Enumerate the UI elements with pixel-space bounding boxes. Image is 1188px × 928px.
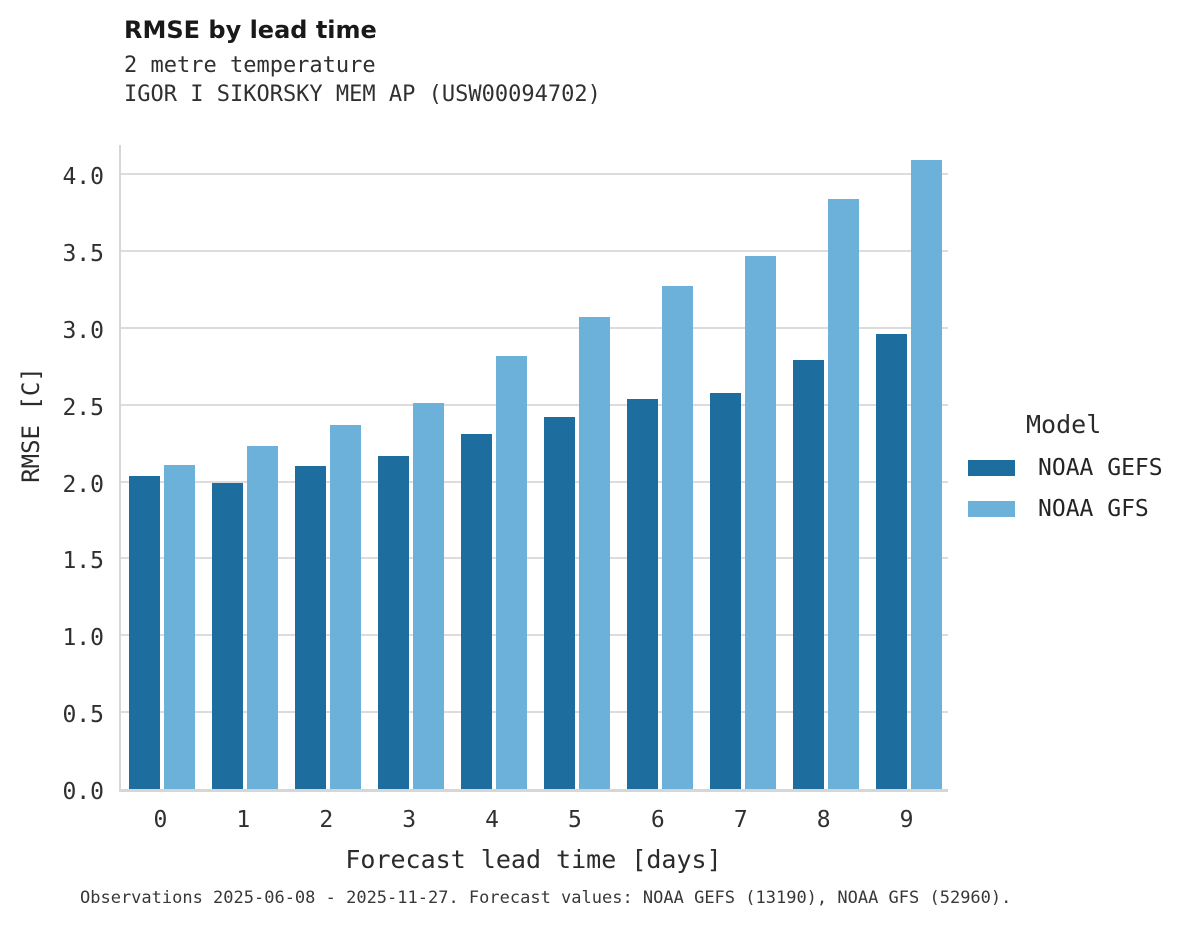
y-tick-label-0.0: 0.0	[62, 779, 104, 805]
bar-noaa-gfs-lead-9	[910, 160, 942, 789]
gridline-y-4.0	[121, 173, 948, 176]
bar-noaa-gfs-lead-3	[413, 403, 445, 789]
gridline-y-1.0	[121, 634, 948, 637]
bar-noaa-gefs-lead-3	[378, 455, 410, 789]
y-tick-label-3.5: 3.5	[62, 241, 104, 268]
bar-noaa-gefs-lead-8	[792, 360, 824, 789]
legend-title: Model	[1026, 410, 1102, 439]
x-tick-label-1: 1	[236, 807, 251, 833]
bar-noaa-gefs-lead-7	[709, 392, 741, 789]
y-tick-label-2.0: 2.0	[62, 471, 104, 498]
figure-caption: Observations 2025-06-08 - 2025-11-27. Fo…	[80, 888, 1012, 908]
x-tick-label-8: 8	[816, 807, 831, 833]
x-tick-label-3: 3	[402, 807, 417, 833]
bar-noaa-gfs-lead-6	[661, 286, 693, 789]
legend-swatch-noaa-gfs	[968, 501, 1015, 517]
y-tick-label-1.0: 1.0	[62, 625, 104, 652]
gridline-y-2.0	[121, 480, 948, 483]
gridline-y-2.5	[121, 403, 948, 406]
legend-entries: NOAA GEFS NOAA GFS	[962, 455, 1188, 522]
chart-subtitle-station: IGOR I SIKORSKY MEM AP (USW00094702)	[124, 82, 601, 107]
x-tick-label-9: 9	[899, 807, 914, 833]
legend: Model NOAA GEFS NOAA GFS	[962, 410, 1188, 537]
legend-label-noaa-gefs: NOAA GEFS	[1038, 455, 1163, 481]
x-tick-label-4: 4	[485, 807, 499, 833]
bar-noaa-gfs-lead-5	[578, 317, 610, 789]
bar-noaa-gfs-lead-2	[330, 424, 362, 789]
y-axis-tick-labels: 0.0 0.5 1.0 1.5 2.0 2.5 3.0 3.5 4.0	[0, 145, 104, 805]
bar-noaa-gefs-lead-4	[461, 434, 493, 789]
x-axis-tick-labels: 0 1 2 3 4 5 6 7 8 9	[119, 806, 948, 836]
bar-noaa-gefs-lead-1	[212, 483, 244, 789]
bar-noaa-gfs-lead-0	[164, 464, 196, 789]
chart-title: RMSE by lead time	[124, 16, 377, 44]
x-axis-title: Forecast lead time [days]	[345, 845, 722, 874]
bar-noaa-gefs-lead-2	[295, 466, 327, 789]
bar-noaa-gefs-lead-6	[626, 398, 658, 789]
chart-subtitle: 2 metre temperature IGOR I SIKORSKY MEM …	[124, 51, 601, 109]
bar-noaa-gfs-lead-4	[496, 355, 528, 789]
bar-noaa-gfs-lead-7	[744, 255, 776, 789]
bar-noaa-gfs-lead-1	[247, 446, 279, 789]
gridline-y-0.5	[121, 711, 948, 714]
legend-label-noaa-gfs: NOAA GFS	[1038, 496, 1149, 522]
bar-noaa-gfs-lead-8	[827, 198, 859, 789]
legend-entry-noaa-gefs: NOAA GEFS	[962, 455, 1188, 481]
gridline-y-3.0	[121, 326, 948, 329]
x-tick-label-7: 7	[733, 807, 748, 833]
gridline-y-1.5	[121, 557, 948, 560]
x-tick-label-6: 6	[650, 807, 665, 833]
legend-entry-noaa-gfs: NOAA GFS	[962, 496, 1188, 522]
legend-swatch-noaa-gefs	[968, 460, 1015, 476]
x-tick-label-5: 5	[568, 807, 582, 833]
y-tick-label-2.5: 2.5	[62, 394, 104, 421]
y-tick-label-4.0: 4.0	[62, 164, 104, 191]
y-tick-label-1.5: 1.5	[62, 548, 104, 575]
bar-noaa-gefs-lead-0	[129, 475, 161, 789]
bar-noaa-gefs-lead-5	[543, 417, 575, 789]
y-tick-label-0.5: 0.5	[62, 702, 104, 729]
chart-subtitle-variable: 2 metre temperature	[124, 53, 376, 78]
y-tick-label-3.0: 3.0	[62, 317, 104, 344]
x-tick-label-2: 2	[319, 807, 334, 833]
plot-area	[119, 145, 948, 792]
x-tick-label-0: 0	[153, 807, 168, 833]
gridline-y-3.5	[121, 250, 948, 253]
bar-noaa-gefs-lead-9	[875, 334, 907, 789]
